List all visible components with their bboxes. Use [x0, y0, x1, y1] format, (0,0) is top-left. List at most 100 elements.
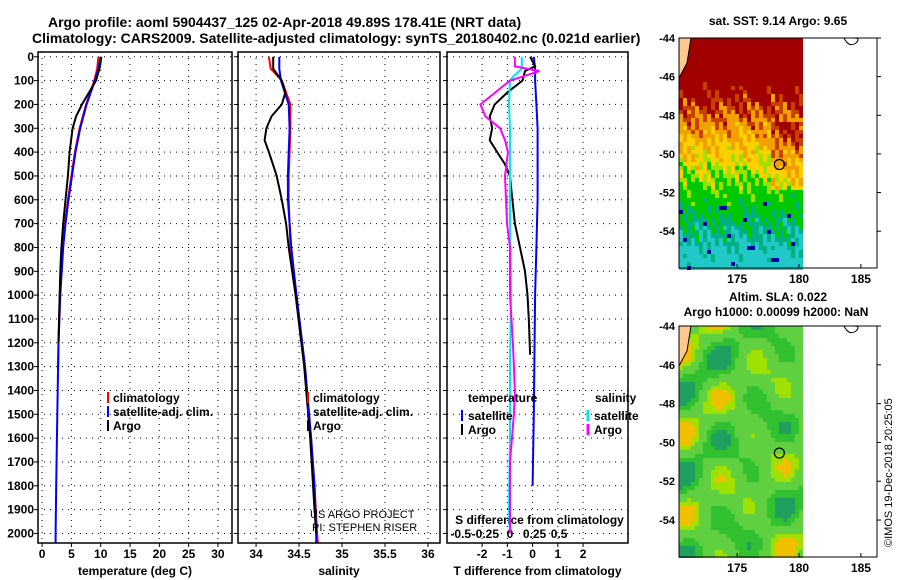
- title-line-2: Climatology: CARS2009. Satellite-adjuste…: [32, 30, 641, 46]
- map-cell: [731, 186, 735, 190]
- map-cell: [747, 70, 751, 74]
- x-tick-label: -2: [477, 547, 488, 561]
- map-cell: [703, 354, 707, 358]
- map-cell: [707, 126, 711, 130]
- map-cell: [679, 550, 683, 554]
- legend-title-salinity: salinity: [595, 391, 637, 405]
- map-cell: [791, 234, 795, 238]
- map-cell: [779, 406, 783, 410]
- map-cell: [787, 466, 791, 470]
- map-cell: [763, 450, 767, 454]
- map-cell: [707, 434, 711, 438]
- map-cell: [755, 210, 759, 214]
- map-cell: [687, 510, 691, 514]
- map-cell: [743, 330, 747, 334]
- map-cell: [787, 402, 791, 406]
- map-cell: [703, 46, 707, 50]
- map-cell: [727, 54, 731, 58]
- map-cell: [727, 78, 731, 82]
- map-cell: [731, 58, 735, 62]
- map-cell: [691, 46, 695, 50]
- map-cell: [771, 246, 775, 250]
- map-cell: [707, 210, 711, 214]
- map-cell: [691, 42, 695, 46]
- map-cell: [735, 114, 739, 118]
- map-cell: [691, 414, 695, 418]
- map-cell: [691, 434, 695, 438]
- map-cell: [687, 166, 691, 170]
- map-cell: [683, 418, 687, 422]
- map-cell: [687, 222, 691, 226]
- map-cell: [735, 226, 739, 230]
- map-cell: [771, 430, 775, 434]
- argo-float-marker: [773, 447, 785, 459]
- map-cell: [799, 510, 803, 514]
- map-cell: [771, 542, 775, 546]
- map-cell: [767, 486, 771, 490]
- map-cell: [735, 482, 739, 486]
- map-cell: [699, 354, 703, 358]
- map-cell: [739, 146, 743, 150]
- map-cell: [719, 482, 723, 486]
- map-cell: [731, 238, 735, 242]
- map-cell: [751, 366, 755, 370]
- map-cell: [687, 118, 691, 122]
- map-cell: [763, 118, 767, 122]
- map-cell: [787, 530, 791, 534]
- map-cell: [695, 510, 699, 514]
- map-cell: [791, 50, 795, 54]
- map-cell: [731, 530, 735, 534]
- map-cell: [727, 550, 731, 554]
- map-cell: [691, 114, 695, 118]
- map-cell: [699, 258, 703, 262]
- map-cell: [771, 450, 775, 454]
- map-cell: [747, 338, 751, 342]
- map-cell: [699, 554, 703, 558]
- map-cell: [731, 170, 735, 174]
- map-cell: [723, 62, 727, 66]
- map-cell: [739, 454, 743, 458]
- map-cell: [739, 338, 743, 342]
- map-cell: [695, 170, 699, 174]
- map-cell: [759, 82, 763, 86]
- map-cell: [791, 158, 795, 162]
- map-cell: [731, 430, 735, 434]
- map-cell: [779, 438, 783, 442]
- map-cell: [715, 514, 719, 518]
- map-cell: [707, 494, 711, 498]
- map-cell: [703, 106, 707, 110]
- map-cell: [723, 354, 727, 358]
- map-cell: [679, 138, 683, 142]
- map-cell: [767, 46, 771, 50]
- map-cell: [723, 450, 727, 454]
- map-cell: [715, 542, 719, 546]
- map-cell: [707, 178, 711, 182]
- map-cell: [779, 434, 783, 438]
- map-cell: [799, 454, 803, 458]
- map-cell: [735, 330, 739, 334]
- map-cell: [691, 38, 695, 42]
- map-cell: [735, 354, 739, 358]
- map-cell: [723, 382, 727, 386]
- map-cell: [707, 146, 711, 150]
- map-cell: [787, 182, 791, 186]
- map-cell: [731, 154, 735, 158]
- map-cell: [699, 242, 703, 246]
- map-cell: [763, 130, 767, 134]
- map-cell: [763, 358, 767, 362]
- map-cell: [767, 86, 771, 90]
- map-cell: [739, 330, 743, 334]
- map-cell: [711, 122, 715, 126]
- map-cell: [791, 174, 795, 178]
- map-cell: [763, 442, 767, 446]
- map-cell: [743, 82, 747, 86]
- map-cell: [747, 170, 751, 174]
- map-cell: [699, 430, 703, 434]
- map-cell: [783, 462, 787, 466]
- map-cell: [747, 82, 751, 86]
- map-cell: [751, 522, 755, 526]
- map-cell: [755, 254, 759, 258]
- map-cell: [715, 450, 719, 454]
- map-cell: [751, 126, 755, 130]
- map-cell: [723, 442, 727, 446]
